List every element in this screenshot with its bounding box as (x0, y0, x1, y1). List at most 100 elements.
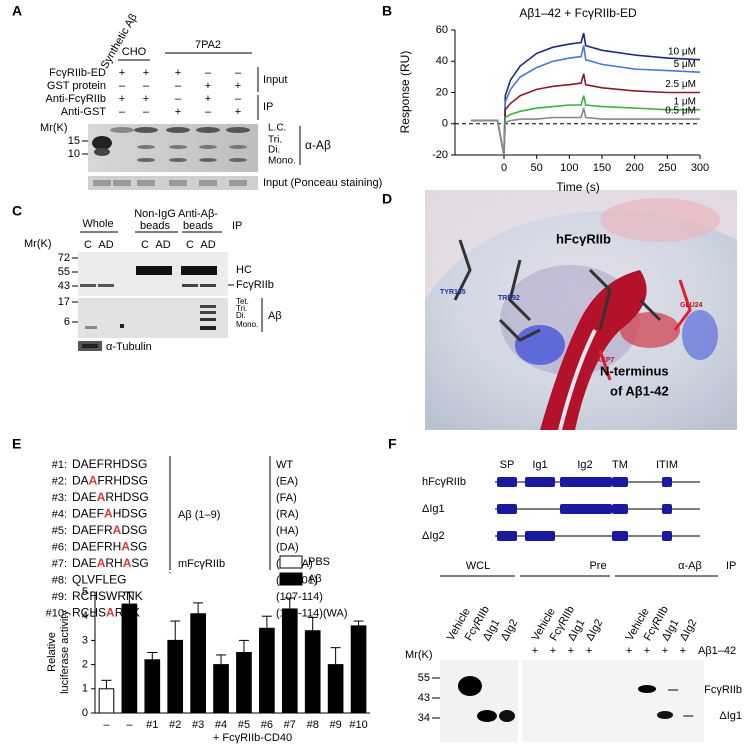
y-tick-label: 1 (82, 683, 88, 695)
band-label: Tri. (236, 304, 247, 313)
construct-label: ΔIg1 (422, 503, 445, 515)
group-label: mFcγRIIb (178, 558, 225, 570)
x-tick-label: #2 (169, 719, 181, 731)
x-tick-label: 250 (658, 162, 676, 174)
band-label: Tri. (268, 135, 282, 146)
lane-label: ΔIg2 (499, 617, 521, 643)
bar (144, 659, 161, 714)
bar (327, 664, 344, 714)
y-tick-label: 4 (82, 610, 88, 622)
bar (304, 630, 321, 714)
axis-label: Mr(K) (405, 649, 433, 661)
sign: + (568, 645, 574, 657)
bar (281, 608, 298, 714)
mutant-id: #4: (52, 508, 67, 520)
bar (190, 613, 206, 714)
band-label: Di. (268, 145, 280, 156)
sign: – (175, 80, 182, 92)
sign: – (119, 80, 126, 92)
x-tick-label: 50 (531, 162, 543, 174)
sequence-part: FRHDSG (97, 474, 148, 488)
construct-label: ΔIg2 (422, 530, 445, 542)
domain-label: Ig1 (532, 459, 547, 471)
mutant-id: #2: (52, 475, 67, 487)
lane-label: C (84, 239, 92, 251)
sequence-part: HDSG (113, 507, 148, 521)
group-label: IP (726, 560, 736, 572)
panel-letter: E (12, 436, 21, 452)
sign: – (119, 106, 126, 118)
domain-block (662, 477, 672, 487)
sequence-part: A (121, 540, 130, 554)
domain-block (497, 531, 517, 541)
x-tick-label: – (103, 719, 110, 731)
band (229, 180, 247, 186)
marker: 43 (418, 692, 430, 704)
band (200, 311, 216, 314)
band (229, 145, 247, 149)
marker: 55 (418, 672, 430, 684)
bar (121, 603, 138, 714)
y-tick-label: 60 (436, 24, 448, 36)
group-label: beads (183, 220, 213, 232)
domain-label: Ig2 (577, 459, 592, 471)
residue-label: GLU24 (680, 302, 703, 309)
band (98, 284, 114, 287)
band (80, 284, 96, 287)
band (85, 326, 97, 329)
series-label: 0.5 μM (665, 106, 696, 117)
band (199, 266, 217, 275)
x-axis-label: Time (s) (556, 180, 600, 194)
structure-image (425, 190, 737, 431)
lane-label: 7PA2 (195, 39, 221, 51)
sign: + (175, 106, 181, 118)
sequence: DAEARHDSG (72, 490, 149, 504)
marker: 17 (58, 296, 70, 308)
sequence-part: RH (105, 556, 122, 570)
legend-label: PBS (308, 556, 330, 568)
panel-letter: D (382, 191, 392, 207)
row-label: FcγRIIb-ED (49, 67, 106, 79)
band (169, 158, 187, 162)
sign: + (205, 93, 211, 105)
band (229, 158, 247, 162)
mutant-id: #6: (52, 541, 67, 553)
peptide-label: Aβ1–42 (698, 645, 736, 657)
bar (213, 664, 229, 714)
sequence-part: DAE (72, 490, 97, 504)
band (196, 127, 220, 133)
band (137, 145, 155, 149)
sensorgram-line (471, 45, 701, 156)
lane-label: AD (98, 239, 113, 251)
y-tick-label: 0 (442, 118, 448, 130)
band (200, 326, 216, 330)
sequence-part: A (97, 556, 106, 570)
blot (440, 660, 518, 742)
sequence-part: DAEFRHDSG (72, 457, 147, 471)
x-tick-label: #10 (349, 719, 367, 731)
sign: + (235, 106, 241, 118)
marker: 72 (58, 252, 70, 264)
sign: + (235, 80, 241, 92)
panel-letter: A (12, 3, 22, 19)
bar (167, 639, 184, 714)
band (169, 145, 187, 149)
sign: + (586, 645, 592, 657)
group-label: Anti-Aβ- (178, 208, 218, 220)
mutant-id: #7: (52, 558, 67, 570)
x-tick-label: #7 (284, 719, 296, 731)
x-tick-label: 100 (560, 162, 578, 174)
sign: – (143, 106, 150, 118)
x-tick-label: #8 (307, 719, 319, 731)
sign: + (143, 67, 149, 79)
sign: + (119, 93, 125, 105)
group-label: Input (263, 74, 287, 86)
domain-block (612, 531, 628, 541)
band (199, 158, 217, 162)
sequence-part: RCHSWRNK (72, 589, 143, 603)
group-label: Pre (589, 560, 606, 572)
band (136, 266, 154, 275)
sequence-part: A (123, 556, 132, 570)
blot-label: Input (Ponceau staining) (263, 177, 382, 189)
